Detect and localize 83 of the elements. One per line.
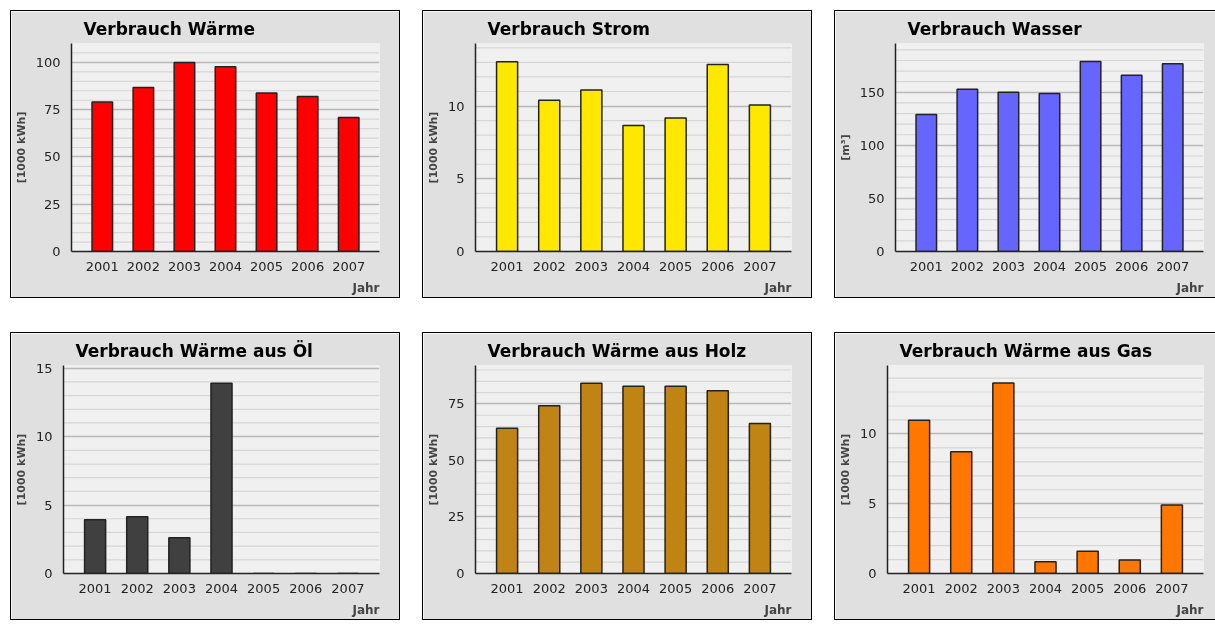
y-tick-label: 10: [859, 426, 877, 442]
x-tick-label: 2006: [701, 580, 735, 596]
y-axis-title: [1000 kWh]: [14, 111, 28, 184]
chart-title: Verbrauch Strom: [487, 18, 651, 39]
y-tick-label: 0: [868, 566, 877, 581]
y-axis-title: [1000 kWh]: [426, 433, 440, 506]
x-tick-label: 2007: [743, 258, 777, 274]
x-tick-label: 2001: [85, 258, 119, 274]
x-tick-label: 2007: [1156, 258, 1190, 274]
x-tick-label: 2004: [616, 580, 651, 596]
y-axis-title: [m³]: [838, 134, 852, 161]
x-tick-label: 2004: [616, 258, 651, 274]
y-tick-label: 25: [447, 509, 465, 525]
x-tick-label: 2004: [1032, 258, 1067, 274]
x-axis-title: Jahr: [1175, 280, 1204, 295]
chart-title: Verbrauch Wärme aus Gas: [899, 340, 1153, 361]
y-axis-title: [1000 kWh]: [426, 111, 440, 184]
x-tick-label: 2002: [532, 258, 566, 274]
x-tick-label: 2002: [950, 258, 984, 274]
y-tick-label: 100: [35, 54, 61, 70]
x-tick-label: 2004: [1028, 580, 1063, 596]
x-tick-label: 2001: [78, 580, 112, 596]
x-tick-label: 2005: [250, 258, 284, 274]
x-tick-label: 2001: [490, 258, 524, 274]
x-tick-label: 2002: [532, 580, 566, 596]
x-axis-title: Jahr: [763, 280, 792, 295]
x-tick-label: 2004: [208, 258, 243, 274]
x-tick-label: 2004: [204, 580, 239, 596]
x-tick-label: 2006: [289, 580, 323, 596]
y-tick-label: 0: [456, 566, 465, 581]
y-tick-label: 75: [43, 102, 61, 118]
x-tick-label: 2001: [909, 258, 943, 274]
y-tick-label: 15: [35, 360, 53, 376]
x-tick-label: 2003: [574, 580, 608, 596]
x-tick-label: 2007: [332, 258, 366, 274]
x-tick-label: 2005: [1074, 258, 1108, 274]
x-tick-label: 2006: [1113, 580, 1147, 596]
y-tick-label: 5: [44, 497, 53, 513]
y-tick-label: 75: [447, 396, 465, 412]
x-tick-label: 2003: [986, 580, 1020, 596]
y-tick-label: 0: [456, 244, 465, 259]
y-tick-label: 50: [43, 149, 61, 165]
x-tick-label: 2006: [291, 258, 325, 274]
x-axis-title: Jahr: [763, 602, 792, 617]
chart-title: Verbrauch Wärme aus Öl: [75, 339, 313, 361]
y-tick-label: 5: [868, 496, 877, 512]
x-tick-label: 2007: [743, 580, 777, 596]
chart-title: Verbrauch Wasser: [907, 18, 1083, 39]
y-axis-title: [1000 kWh]: [14, 433, 28, 506]
x-axis-title: Jahr: [351, 602, 380, 617]
x-tick-label: 2005: [1071, 580, 1105, 596]
chart-title: Verbrauch Wärme aus Holz: [487, 340, 747, 361]
y-tick-label: 5: [456, 171, 465, 187]
x-tick-label: 2002: [126, 258, 160, 274]
x-tick-label: 2001: [902, 580, 936, 596]
x-tick-label: 2003: [574, 258, 608, 274]
x-tick-label: 2003: [162, 580, 196, 596]
x-tick-label: 2001: [490, 580, 524, 596]
y-tick-label: 0: [876, 244, 885, 259]
y-axis-title: [1000 kWh]: [838, 433, 852, 506]
x-axis-title: Jahr: [351, 280, 380, 295]
chart-title: Verbrauch Wärme: [83, 18, 256, 39]
y-tick-label: 100: [859, 137, 885, 153]
y-tick-label: 10: [35, 429, 53, 445]
y-tick-label: 0: [44, 566, 53, 581]
y-tick-label: 50: [447, 452, 465, 468]
y-tick-label: 10: [447, 98, 465, 114]
x-tick-label: 2002: [944, 580, 978, 596]
y-tick-label: 25: [43, 196, 61, 212]
x-tick-label: 2006: [701, 258, 735, 274]
x-tick-label: 2005: [247, 580, 281, 596]
x-tick-label: 2002: [120, 580, 154, 596]
x-axis-title: Jahr: [1175, 602, 1204, 617]
y-tick-label: 150: [859, 84, 885, 100]
y-tick-label: 50: [867, 190, 885, 206]
x-tick-label: 2006: [1115, 258, 1149, 274]
x-tick-label: 2005: [659, 580, 693, 596]
x-tick-label: 2003: [991, 258, 1025, 274]
y-tick-label: 0: [52, 244, 61, 259]
x-tick-label: 2007: [1155, 580, 1189, 596]
x-tick-label: 2005: [659, 258, 693, 274]
x-tick-label: 2007: [331, 580, 365, 596]
x-tick-label: 2003: [167, 258, 201, 274]
